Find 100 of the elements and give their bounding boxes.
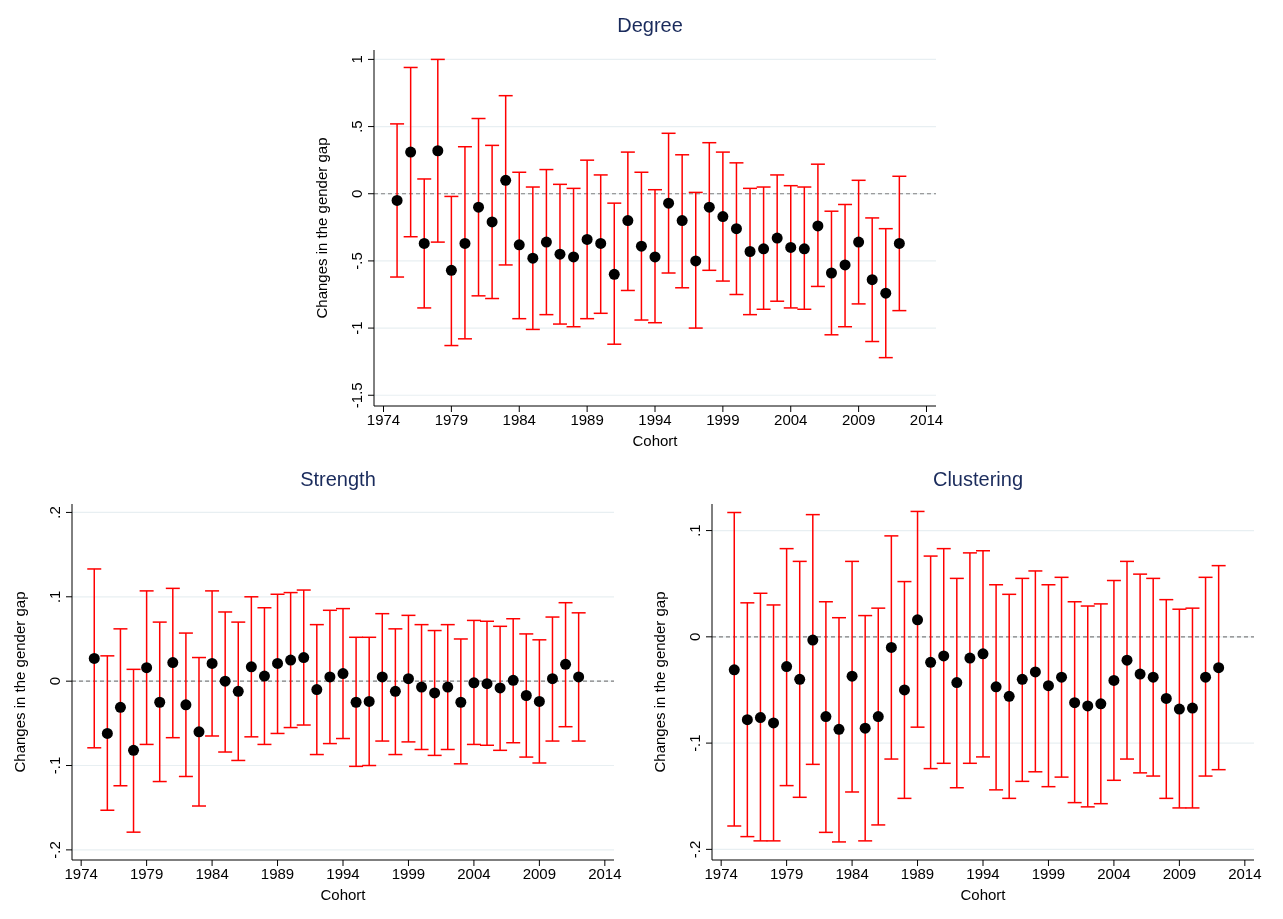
point [885,641,897,653]
point [635,240,647,252]
point [455,696,467,708]
point [298,652,310,664]
x-tick-label: 1989 [900,864,935,882]
x-tick-label: 2009 [522,864,557,882]
x-tick-label: 1979 [129,864,164,882]
point [768,717,780,729]
point [812,220,824,232]
point [573,671,585,683]
point [88,652,100,664]
y-tick-label: -.2 [46,841,63,859]
x-tick-label: 1974 [704,864,738,882]
x-tick-label: 2004 [457,864,491,882]
y-tick-label: 0 [686,632,703,642]
point [500,174,512,186]
y-axis-title: Changes in the gender gap [11,591,29,773]
point [1095,698,1107,710]
x-tick-label: 1974 [366,410,401,428]
chart-title: Strength [299,468,377,492]
y-tick-label: .1 [46,590,63,604]
point [846,670,858,682]
point [1213,662,1225,674]
point [193,726,205,738]
point [350,696,362,708]
x-tick-label: 2014 [909,410,944,428]
point [1147,671,1159,683]
x-tick-label: 1989 [260,864,295,882]
x-tick-label: 1984 [835,864,869,882]
point [893,237,905,249]
point [391,194,403,206]
point [405,146,417,158]
y-tick-label: -.1 [46,756,63,775]
y-tick-label: -.1 [686,734,703,752]
x-axis-title: Cohort [320,886,367,903]
x-tick-label: 1984 [195,864,229,882]
point [990,681,1002,693]
point [232,685,244,697]
point [754,712,766,724]
point [581,233,593,245]
point [513,239,525,251]
y-tick-label: 0 [348,189,365,198]
chart-title: Degree [616,14,684,38]
point [608,268,620,280]
x-tick-label: 1989 [570,410,604,428]
point [1173,703,1185,715]
x-tick-label: 1999 [706,410,740,428]
point [1029,666,1041,678]
point [825,267,837,279]
y-tick-label: -.5 [348,252,365,270]
x-tick-label: 2014 [588,864,622,882]
point [141,662,153,674]
x-tick-label: 2004 [1097,864,1131,882]
x-tick-label: 1979 [769,864,804,882]
x-tick-label: 1979 [434,410,469,428]
point [114,701,126,713]
y-axis-title: Changes in the gender gap [651,591,669,773]
point [912,614,924,626]
point [520,690,532,701]
point [418,237,430,249]
point [560,658,572,670]
point [676,215,688,227]
x-tick-label: 2004 [774,410,808,428]
point [1003,690,1015,702]
point [285,654,297,666]
point [540,236,552,248]
y-tick-label: -1 [348,321,365,335]
point [167,657,179,669]
point [376,671,388,683]
x-tick-label: 2014 [1228,864,1262,882]
point [1056,671,1068,683]
point [389,685,401,697]
point [807,634,819,646]
point [595,237,607,249]
point [1082,700,1094,712]
point [744,246,756,258]
point [258,670,270,682]
point [833,723,845,735]
point [445,264,457,276]
point [363,695,375,707]
point [533,695,545,707]
point [507,674,519,686]
point [432,145,444,157]
point [206,657,218,669]
point [730,223,742,235]
y-tick-label: -1.5 [348,382,365,409]
point [964,652,976,664]
point [154,696,166,708]
point [554,248,566,260]
x-tick-label: 1984 [502,410,536,428]
point [717,211,729,223]
point [473,201,485,213]
y-tick-label: -.2 [686,840,703,859]
point [416,681,428,693]
point [486,216,498,228]
point [1016,673,1028,685]
point [1186,702,1198,714]
point [898,684,910,696]
x-tick-label: 2009 [1162,864,1197,882]
point [219,675,231,687]
